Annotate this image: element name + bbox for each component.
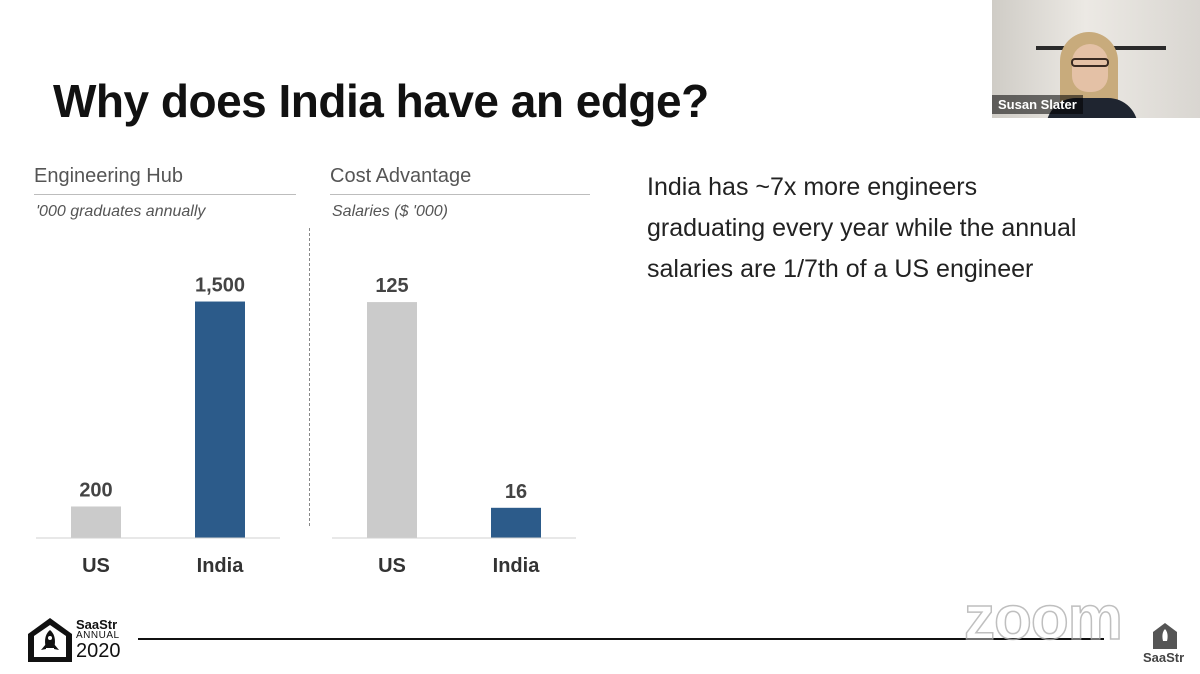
chart-1-title: Engineering Hub xyxy=(34,165,183,187)
logo-subtitle: ANNUAL xyxy=(76,630,120,641)
saastr-rocket-icon xyxy=(28,618,72,662)
slide-title: Why does India have an edge? xyxy=(53,75,709,127)
bar-us xyxy=(367,302,417,538)
engineering-hub-chart: 200 US 1,500 India xyxy=(36,275,280,577)
cost-advantage-chart: 125 US 16 India xyxy=(332,275,576,577)
chart-2-title: Cost Advantage xyxy=(330,165,472,187)
category-label-india: India xyxy=(197,555,245,577)
chart-1-subtitle: '000 graduates annually xyxy=(36,203,206,220)
bar-india xyxy=(195,301,245,538)
participant-face xyxy=(1072,44,1108,92)
value-label-us: 200 xyxy=(79,479,112,501)
category-label-india: India xyxy=(493,555,541,577)
category-label-us: US xyxy=(82,555,110,577)
chart-divider xyxy=(309,228,310,526)
chart-2-subtitle: Salaries ($ '000) xyxy=(332,203,448,220)
value-label-india: 1,500 xyxy=(195,275,245,297)
zoom-watermark: zoom xyxy=(963,583,1123,654)
saastr-corner-icon xyxy=(1153,623,1177,649)
logo-year: 2020 xyxy=(76,640,121,662)
participant-name-label: Susan Slater xyxy=(992,95,1083,114)
value-label-us: 125 xyxy=(375,275,408,297)
participant-video-tile[interactable]: Susan Slater xyxy=(992,0,1200,118)
corner-brand-label: SaaStr xyxy=(1143,650,1185,665)
chart-2-title-rule xyxy=(330,194,590,195)
participant-glasses xyxy=(1071,58,1109,67)
value-label-india: 16 xyxy=(505,481,527,503)
logo-wordmark: SaaStr xyxy=(76,617,118,632)
bar-us xyxy=(71,506,121,538)
bar-india xyxy=(491,507,541,538)
category-label-us: US xyxy=(378,555,406,577)
footer-rule xyxy=(138,638,1104,640)
chart-1-title-rule xyxy=(34,194,296,195)
slide-body-text: India has ~7x more engineers graduating … xyxy=(647,173,1077,283)
